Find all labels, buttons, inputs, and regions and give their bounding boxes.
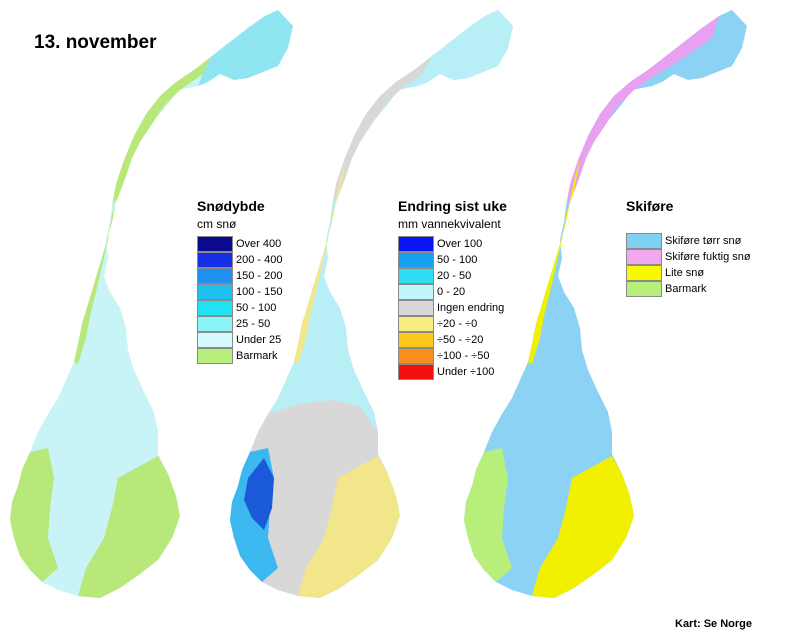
legend-item: Under ÷100 bbox=[398, 364, 507, 380]
legend-swatch bbox=[626, 233, 662, 249]
legend-label: Ingen endring bbox=[437, 302, 505, 314]
legend-label: ÷100 - ÷50 bbox=[437, 350, 490, 362]
ski-conditions-legend: Skiføre Skiføre tørr snø Skiføre fuktig s… bbox=[626, 198, 751, 297]
legend-label: Skiføre fuktig snø bbox=[665, 251, 751, 263]
legend-item: ÷50 - ÷20 bbox=[398, 332, 507, 348]
legend-swatch bbox=[398, 268, 434, 284]
ski-conditions-legend-rows: Skiføre tørr snø Skiføre fuktig snø Lite s… bbox=[626, 233, 751, 297]
legend-label: 25 - 50 bbox=[236, 318, 271, 330]
legend-item: 150 - 200 bbox=[197, 268, 282, 284]
legend-swatch bbox=[197, 284, 233, 300]
legend-item: Over 400 bbox=[197, 236, 282, 252]
legend-item: Lite snø bbox=[626, 265, 751, 281]
legend-item: Over 100 bbox=[398, 236, 507, 252]
legend-item: 50 - 100 bbox=[398, 252, 507, 268]
snow-depth-legend: Snødybde cm snø Over 400 200 - 400 150 - 2… bbox=[197, 198, 282, 364]
legend-label: 50 - 100 bbox=[437, 254, 478, 266]
legend-item: ÷100 - ÷50 bbox=[398, 348, 507, 364]
snow-change-legend-title: Endring sist uke bbox=[398, 198, 507, 214]
legend-swatch bbox=[197, 348, 233, 364]
legend-item: Barmark bbox=[197, 348, 282, 364]
legend-swatch bbox=[398, 252, 434, 268]
legend-swatch bbox=[398, 316, 434, 332]
snow-depth-finnmark bbox=[198, 10, 293, 86]
legend-item: 25 - 50 bbox=[197, 316, 282, 332]
snow-change-legend: Endring sist uke mm vannekvivalent Over … bbox=[398, 198, 507, 380]
legend-item: 100 - 150 bbox=[197, 284, 282, 300]
legend-item: 0 - 20 bbox=[398, 284, 507, 300]
legend-swatch bbox=[398, 284, 434, 300]
legend-item: 50 - 100 bbox=[197, 300, 282, 316]
legend-swatch bbox=[398, 332, 434, 348]
legend-swatch bbox=[197, 316, 233, 332]
legend-label: ÷50 - ÷20 bbox=[437, 334, 484, 346]
legend-label: Skiføre tørr snø bbox=[665, 235, 742, 247]
legend-label: Under 25 bbox=[236, 334, 282, 346]
legend-swatch bbox=[197, 236, 233, 252]
legend-swatch bbox=[197, 252, 233, 268]
legend-swatch bbox=[398, 236, 434, 252]
snow-depth-legend-title: Snødybde bbox=[197, 198, 265, 214]
legend-swatch bbox=[398, 348, 434, 364]
legend-swatch bbox=[626, 265, 662, 281]
legend-swatch bbox=[626, 281, 662, 297]
legend-swatch bbox=[398, 300, 434, 316]
legend-label: Barmark bbox=[236, 350, 278, 362]
map-credit: Kart: Se Norge bbox=[675, 618, 753, 630]
legend-swatch bbox=[197, 268, 233, 284]
legend-label: 200 - 400 bbox=[236, 254, 283, 266]
legend-label: Over 100 bbox=[437, 238, 483, 250]
legend-label: 20 - 50 bbox=[437, 270, 472, 282]
legend-label: 150 - 200 bbox=[236, 270, 283, 282]
legend-item: Skiføre fuktig snø bbox=[626, 249, 751, 265]
legend-swatch bbox=[197, 300, 233, 316]
legend-label: 100 - 150 bbox=[236, 286, 283, 298]
legend-item: Under 25 bbox=[197, 332, 282, 348]
legend-label: Lite snø bbox=[665, 267, 705, 279]
legend-swatch bbox=[398, 364, 434, 380]
legend-label: Over 400 bbox=[236, 238, 282, 250]
legend-label: Barmark bbox=[665, 283, 707, 295]
legend-label: 0 - 20 bbox=[437, 286, 466, 298]
legend-label: 50 - 100 bbox=[236, 302, 277, 314]
legend-label: Under ÷100 bbox=[437, 366, 495, 378]
date-title: 13. november bbox=[34, 32, 157, 53]
legend-swatch bbox=[197, 332, 233, 348]
legend-label: ÷20 - ÷0 bbox=[437, 318, 478, 330]
snow-change-legend-rows: Over 100 50 - 100 20 - 50 0 - 20 Ingen endri… bbox=[398, 236, 507, 380]
legend-item: Barmark bbox=[626, 281, 751, 297]
legend-item: 20 - 50 bbox=[398, 268, 507, 284]
snow-change-finnmark bbox=[418, 10, 513, 86]
ski-conditions-legend-title: Skiføre bbox=[626, 198, 674, 214]
snow-change-legend-unit: mm vannekvivalent bbox=[398, 217, 501, 231]
snow-depth-legend-rows: Over 400 200 - 400 150 - 200 100 - 150 50 - … bbox=[197, 236, 282, 364]
legend-item: Ingen endring bbox=[398, 300, 507, 316]
ski-conditions-wet-north bbox=[566, 16, 719, 206]
legend-item: 200 - 400 bbox=[197, 252, 282, 268]
snow-depth-legend-unit: cm snø bbox=[197, 217, 237, 231]
legend-swatch bbox=[626, 249, 662, 265]
legend-item: Skiføre tørr snø bbox=[626, 233, 751, 249]
legend-item: ÷20 - ÷0 bbox=[398, 316, 507, 332]
